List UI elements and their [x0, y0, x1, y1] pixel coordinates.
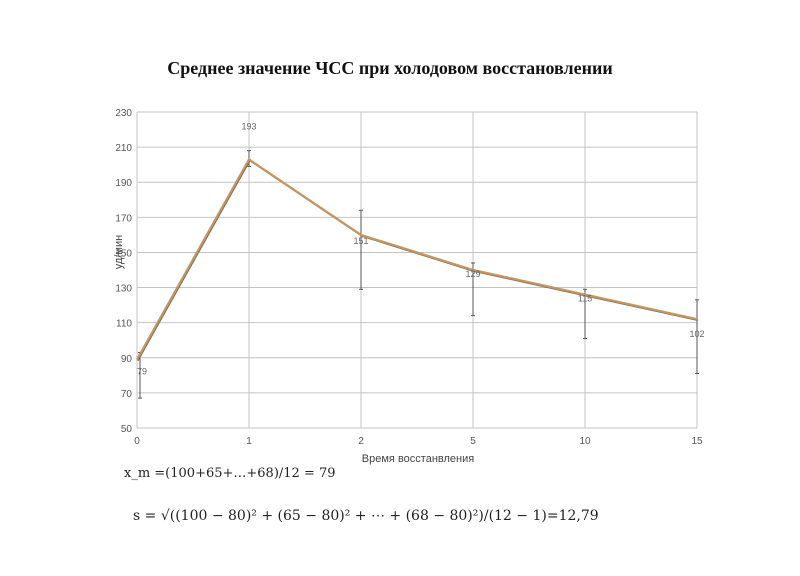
series-line-shadow — [137, 159, 698, 362]
y-tick-label: 190 — [115, 178, 132, 189]
data-label: 151 — [353, 236, 368, 246]
grid-lines — [136, 111, 698, 429]
y-tick-label: 170 — [115, 213, 132, 224]
series-line — [136, 158, 698, 362]
y-tick-label: 130 — [115, 284, 132, 295]
y-tick-label: 150 — [115, 248, 132, 259]
x-tick-label: 0 — [134, 436, 140, 447]
tick-labels: 50 70 90 110 130 150 170 190 210 230 0 1 2 5 10 15 — [115, 108, 703, 447]
y-tick-label: 70 — [121, 389, 133, 400]
chart-title: Среднее значение ЧСС при холодовом восст… — [167, 58, 613, 78]
data-label: 79 — [137, 367, 147, 377]
x-axis-label: Время восстанвления — [362, 453, 474, 465]
formula-sd: s = √((100 − 80)² + (65 − 80)² + ⋯ + (68… — [133, 508, 599, 524]
formula-mean: x_m =(100+65+…+68)/12 = 79 — [124, 466, 336, 481]
y-axis-label: уд/мин — [113, 235, 125, 269]
y-tick-label: 110 — [116, 319, 132, 330]
y-tick-label: 90 — [121, 354, 133, 365]
data-label: 193 — [241, 121, 256, 131]
error-bars — [138, 150, 699, 399]
y-tick-label: 210 — [115, 143, 132, 154]
data-labels: 79 193 151 129 115 102 — [137, 121, 705, 376]
x-tick-label: 10 — [579, 436, 591, 447]
series-line — [136, 158, 698, 361]
x-tick-label: 5 — [470, 436, 476, 447]
y-tick-label: 230 — [115, 108, 132, 119]
data-label: 102 — [689, 329, 704, 339]
y-tick-label: 50 — [121, 424, 133, 435]
data-label: 115 — [578, 294, 592, 304]
x-tick-label: 15 — [691, 436, 703, 447]
x-tick-label: 1 — [246, 436, 252, 447]
data-label: 129 — [465, 269, 480, 279]
x-tick-label: 2 — [358, 436, 364, 447]
